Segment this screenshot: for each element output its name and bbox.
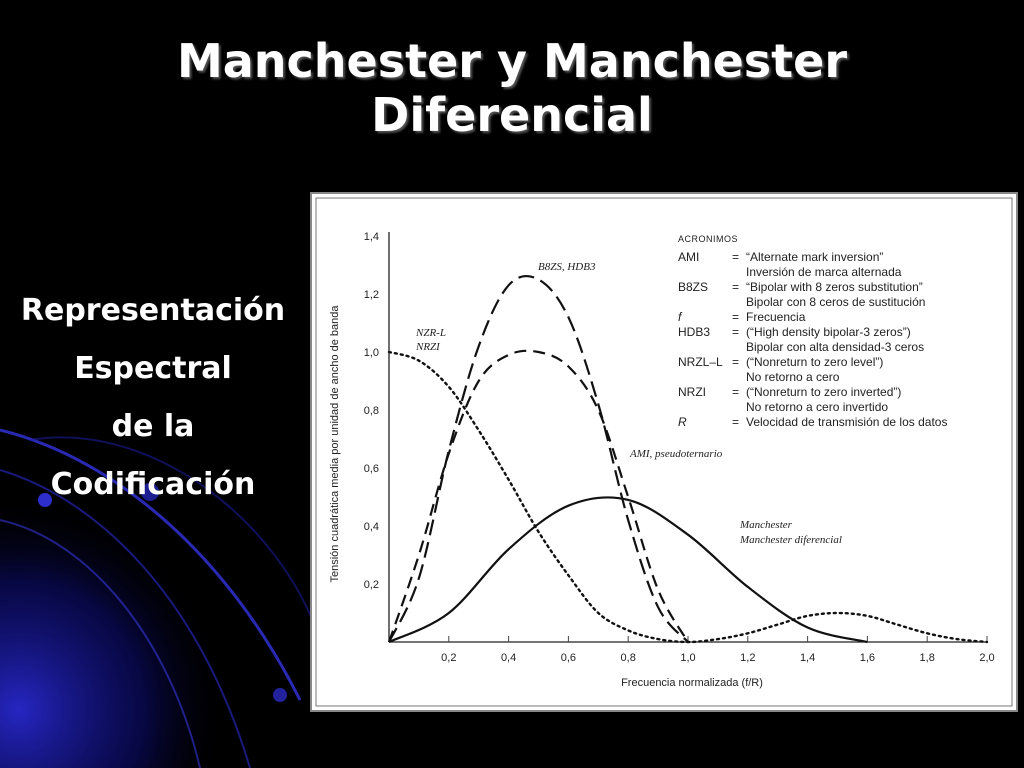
side-caption-line-4: Codificación (50, 467, 256, 502)
legend-heading: ACRONIMOS (678, 234, 738, 244)
legend-desc-translation: No retorno a cero invertido (746, 400, 888, 414)
series-label-nrz-1: NZR-L (415, 327, 446, 339)
legend-desc-translation: Inversión de marca alternada (746, 265, 902, 279)
title-line-2: Diferencial (371, 88, 653, 142)
legend-desc: “Alternate mark inversion” (746, 250, 883, 264)
y-tick-label: 0,2 (364, 579, 379, 591)
x-tick-label: 1,8 (920, 652, 935, 664)
legend-desc-translation: Bipolar con alta densidad-3 ceros (746, 340, 924, 354)
legend-sep: = (732, 385, 739, 399)
legend-sep: = (732, 250, 739, 264)
series-label-ami: AMI, pseudoternario (629, 448, 723, 460)
legend-desc-translation: Bipolar con 8 ceros de sustitución (746, 295, 925, 309)
legend-sep: = (732, 355, 739, 369)
legend-desc-translation: No retorno a cero (746, 370, 840, 384)
x-tick-label: 0,4 (501, 652, 516, 664)
legend-sep: = (732, 415, 739, 429)
x-tick-label: 0,8 (621, 652, 636, 664)
series-label-nrz-2: NRZI (415, 341, 441, 353)
legend-desc: “Bipolar with 8 zeros substitution” (746, 280, 923, 294)
x-tick-label: 2,0 (979, 652, 994, 664)
legend-desc: Frecuencia (746, 310, 806, 324)
chart-series (387, 274, 989, 644)
x-tick-label: 0,2 (441, 652, 456, 664)
side-caption-line-1: Representación (20, 293, 286, 328)
legend-desc: (“Nonreturn to zero level”) (746, 355, 883, 369)
y-tick-label: 1,4 (364, 231, 379, 243)
legend-sep: = (732, 280, 739, 294)
y-tick-label: 1,2 (364, 289, 379, 301)
x-tick-label: 1,0 (680, 652, 695, 664)
legend-key: NRZI (678, 385, 706, 399)
chart-ticks: 0,2 0,4 0,6 0,8 1,0 1,2 1,4 1,6 1,8 2,0 0,2 0,4 0,6 0… (364, 231, 995, 664)
legend-key: B8ZS (678, 280, 708, 294)
x-tick-label: 0,6 (561, 652, 576, 664)
y-tick-label: 0,4 (364, 521, 379, 533)
series-label-manchester-2: Manchester diferencial (739, 534, 842, 546)
legend-key: R (678, 415, 687, 429)
spectral-chart: 0,2 0,4 0,6 0,8 1,0 1,2 1,4 1,6 1,8 2,0 0,2 0,4 0,6 0… (315, 197, 1013, 707)
series-line-2 (387, 349, 689, 643)
legend-key: f (678, 310, 683, 324)
side-caption-line-3: de la (111, 409, 195, 444)
y-tick-label: 0,6 (364, 463, 379, 475)
series-label-b8zs: B8ZS, HDB3 (538, 261, 596, 273)
legend-key: NRZL–L (678, 355, 723, 369)
x-axis-title: Frecuencia normalizada (f/R) (621, 677, 763, 689)
legend-sep: = (732, 325, 739, 339)
acronym-legend: ACRONIMOS AMI = “Alternate mark inversion”… (678, 234, 947, 429)
x-tick-label: 1,2 (740, 652, 755, 664)
x-tick-label: 1,4 (800, 652, 815, 664)
legend-key: AMI (678, 250, 699, 264)
legend-desc: Velocidad de transmisión de los datos (746, 415, 947, 429)
y-axis-title: Tensión cuadrática media por unidad de a… (329, 305, 341, 583)
legend-key: HDB3 (678, 325, 710, 339)
series-label-manchester-1: Manchester (739, 519, 793, 531)
x-tick-label: 1,6 (860, 652, 875, 664)
y-tick-label: 0,8 (364, 405, 379, 417)
legend-desc: (“Nonreturn to zero inverted”) (746, 385, 901, 399)
legend-desc: (“High density bipolar-3 zeros”) (746, 325, 911, 339)
series-line-3 (388, 496, 868, 644)
side-caption-line-2: Espectral (74, 351, 232, 386)
legend-sep: = (732, 310, 739, 324)
title-line-1: Manchester y Manchester (176, 34, 848, 88)
side-caption: Representación Espectral de la Codificac… (0, 282, 306, 514)
chart-panel: 0,2 0,4 0,6 0,8 1,0 1,2 1,4 1,6 1,8 2,0 0,2 0,4 0,6 0… (310, 192, 1018, 712)
chart-inner-border (315, 197, 1013, 707)
series-line-1 (388, 274, 689, 643)
y-tick-label: 1,0 (364, 347, 379, 359)
slide-title: Manchester y Manchester Diferencial (0, 34, 1024, 142)
